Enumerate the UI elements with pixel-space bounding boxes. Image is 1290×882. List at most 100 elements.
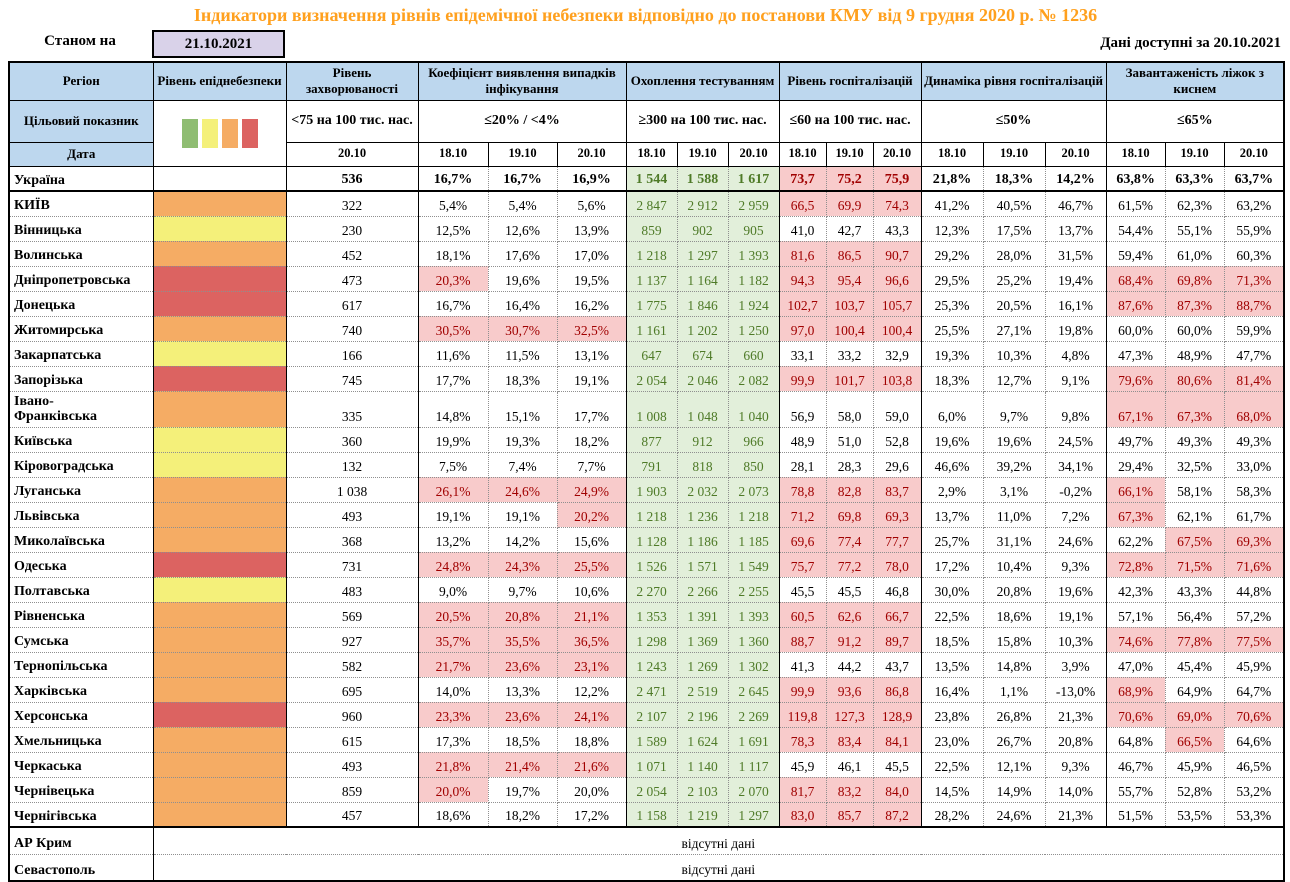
detection-cell: 16,7% [487,165,558,192]
hospitalization-cell: 99,9 [778,676,827,703]
oxygen-beds-cell: 67,3% [1105,501,1166,528]
target-testing: ≥300 на 100 тис. нас. [625,99,780,143]
epidemic-level-cell [152,751,287,778]
oxygen-beds-cell: 69,3% [1223,526,1285,553]
dynamics-cell: 16,1% [1044,290,1107,317]
table-row: Закарпатська 166 11,6% 11,5% 13,1% 647 674 660 3… [9,340,1285,367]
dynamics-cell: 10,4% [982,551,1046,578]
header-row-dates: Дата 20.10 18.10 19.10 20.10 18.10 19.10… [8,141,1285,167]
table-row: Волинська 452 18,1% 17,6% 17,0% 1 218 1 297 1 3… [9,240,1285,267]
table-row: Київська 360 19,9% 19,3% 18,2% 877 912 966 48,9 5… [9,426,1285,453]
epidemic-level-cell [152,676,287,703]
no-data-cell: відсутні дані [152,826,1285,855]
hospitalization-cell: 100,4 [872,315,922,342]
table-row: АР Крим відсутні дані [9,826,1285,855]
oxygen-beds-cell: 56,4% [1164,601,1225,628]
dynamics-cell: 13,7% [1044,215,1107,242]
testing-cell: 2 073 [727,476,780,503]
hospitalization-cell: 93,6 [825,676,874,703]
testing-cell: 1 048 [676,390,729,428]
epidemic-level-cell [152,215,287,242]
dynamics-cell: 20,8% [1044,726,1107,753]
dynamics-cell: 20,5% [982,290,1046,317]
table-row: Запорізька 745 17,7% 18,3% 19,1% 2 054 2 046 2 … [9,365,1285,392]
testing-cell: 1 218 [625,501,678,528]
dynamics-cell: 15,8% [982,626,1046,653]
hospitalization-cell: 45,5 [778,576,827,603]
testing-cell: 1 250 [727,315,780,342]
testing-cell: 877 [625,426,678,453]
incidence-cell: 493 [285,501,419,528]
testing-cell: 1 269 [676,651,729,678]
testing-cell: 791 [625,451,678,478]
region-name: АР Крим [9,826,154,855]
detection-cell: 15,6% [556,526,627,553]
detection-cell: 13,3% [487,676,558,703]
epidemic-level-cell [152,426,287,453]
hospitalization-cell: 75,9 [872,165,922,192]
oxygen-beds-cell: 87,3% [1164,290,1225,317]
oxygen-beds-cell: 46,5% [1223,751,1285,778]
hospitalization-cell: 41,3 [778,651,827,678]
oxygen-beds-cell: 61,7% [1223,501,1285,528]
testing-cell: 1 298 [625,626,678,653]
table-row: Львівська 493 19,1% 19,1% 20,2% 1 218 1 236 1 2… [9,501,1285,528]
oxygen-beds-cell: 57,2% [1223,601,1285,628]
detection-cell: 13,1% [556,340,627,367]
detection-cell: 21,8% [417,751,489,778]
table-row: Черкаська 493 21,8% 21,4% 21,6% 1 071 1 140 1 1… [9,751,1285,778]
table-row: Хмельницька 615 17,3% 18,5% 18,8% 1 589 1 624 1… [9,726,1285,753]
detection-cell: 14,8% [417,390,489,428]
testing-cell: 1 391 [676,601,729,628]
oxygen-beds-cell: 49,3% [1164,426,1225,453]
epidemic-level-cell [152,315,287,342]
date-cell: 18.10 [778,141,827,167]
hospitalization-cell: 95,4 [825,265,874,292]
testing-cell: 1 071 [625,751,678,778]
incidence-cell: 368 [285,526,419,553]
detection-cell: 7,4% [487,451,558,478]
detection-cell: 23,1% [556,651,627,678]
detection-cell: 24,6% [487,476,558,503]
detection-cell: 14,2% [487,526,558,553]
hospitalization-cell: 75,7 [778,551,827,578]
testing-cell: 902 [676,215,729,242]
hospitalization-cell: 28,1 [778,451,827,478]
dynamics-cell: 2,9% [920,476,984,503]
oxygen-beds-cell: 55,9% [1223,215,1285,242]
region-name: Вінницька [9,215,154,242]
oxygen-beds-cell: 61,5% [1105,190,1166,217]
oxygen-beds-cell: 64,8% [1105,726,1166,753]
hospitalization-cell: 69,3 [872,501,922,528]
dynamics-cell: -13,0% [1044,676,1107,703]
epidemic-level-cell [152,340,287,367]
detection-cell: 23,6% [487,701,558,728]
dynamics-cell: 24,6% [982,801,1046,828]
date-cell: 20.10 [872,141,922,167]
detection-cell: 24,9% [556,476,627,503]
incidence-cell: 731 [285,551,419,578]
oxygen-beds-cell: 64,7% [1223,676,1285,703]
dynamics-cell: 13,5% [920,651,984,678]
region-name: Тернопільська [9,651,154,678]
region-name: Черкаська [9,751,154,778]
testing-cell: 2 046 [676,365,729,392]
hospitalization-cell: 83,2 [825,776,874,803]
table-row: Івано- Франківська 335 14,8% 15,1% 17,7% 1 00… [9,390,1285,428]
region-name: Донецька [9,290,154,317]
epidemic-level-cell [152,451,287,478]
detection-cell: 18,1% [417,240,489,267]
testing-cell: 1 040 [727,390,780,428]
table-row: Дніпропетровська 473 20,3% 19,6% 19,5% 1 137 1… [9,265,1285,292]
detection-cell: 20,0% [556,776,627,803]
dynamics-cell: 17,2% [920,551,984,578]
as-of-date-box: 21.10.2021 [152,30,285,58]
epidemic-level-cell [152,390,287,428]
detection-cell: 17,6% [487,240,558,267]
table-row: Чернівецька 859 20,0% 19,7% 20,0% 2 054 2 103 2… [9,776,1285,803]
testing-cell: 1 137 [625,265,678,292]
region-name: Одеська [9,551,154,578]
dynamics-cell: 9,3% [1044,751,1107,778]
testing-cell: 1 588 [676,165,729,192]
region-name: Кіровоградська [9,451,154,478]
